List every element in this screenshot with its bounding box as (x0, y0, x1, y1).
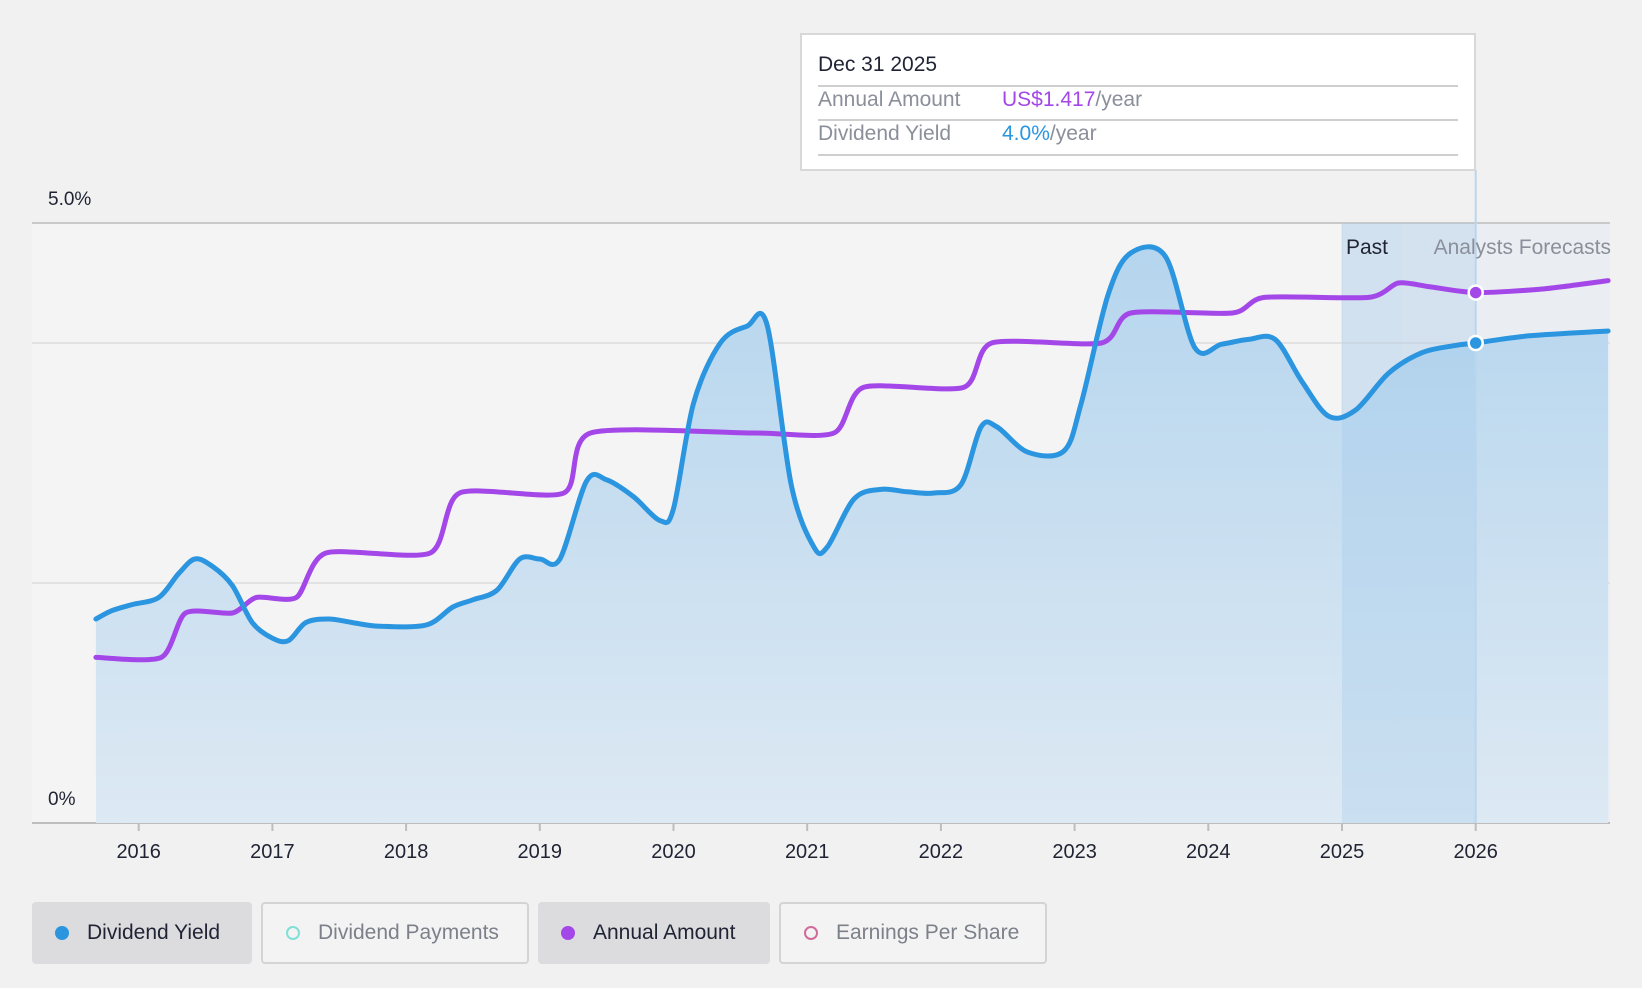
x-tick-label: 2020 (651, 841, 696, 863)
tooltip-dividend-yield-value-wrap: 4.0%/year (1002, 122, 1097, 146)
tooltip-divider (818, 85, 1458, 87)
dividend-chart: 5.0% 0% Past Analysts Forecasts 2016 2017… (32, 170, 1611, 863)
tooltip-annual-amount-unit: /year (1095, 88, 1143, 111)
legend-earnings-per-share-label: Earnings Per Share (836, 921, 1020, 944)
tooltip-annual-amount-value: US$1.417 (1002, 88, 1096, 111)
dividend-yield-marker (1467, 334, 1484, 352)
highlight-band (1342, 223, 1476, 823)
legend-dividend-yield-button[interactable]: Dividend Yield (32, 902, 252, 964)
legend-annual-amount-label: Annual Amount (593, 921, 736, 944)
legend-dividend-yield-label: Dividend Yield (87, 921, 221, 944)
tooltip-divider (818, 154, 1458, 156)
tooltip: Dec 31 2025 Annual Amount US$1.417/year … (800, 33, 1476, 171)
y-tick-label-bottom: 0% (48, 789, 76, 810)
x-tick-label: 2025 (1320, 841, 1365, 863)
x-tick-label: 2018 (384, 841, 429, 863)
tooltip-dividend-yield-value: 4.0% (1002, 122, 1050, 145)
annual-amount-line (93, 278, 1611, 663)
x-tick-label: 2021 (785, 841, 830, 863)
tooltip-dividend-yield-row: Dividend Yield 4.0%/year (818, 122, 1458, 152)
legend-annual-amount-button[interactable]: Annual Amount (538, 902, 770, 964)
legend-dividend-payments-label: Dividend Payments (318, 921, 499, 944)
legend-earnings-per-share-button[interactable]: Earnings Per Share (779, 902, 1047, 964)
x-tick-label: 2023 (1052, 841, 1097, 863)
tooltip-annual-amount-row: Annual Amount US$1.417/year (818, 88, 1458, 118)
tooltip-date: Dec 31 2025 (818, 53, 938, 76)
earnings-per-share-hollow-dot-icon (804, 926, 818, 940)
x-tick-label: 2022 (919, 841, 964, 863)
legend-dividend-payments-button[interactable]: Dividend Payments (261, 902, 529, 964)
tooltip-dividend-yield-unit: /year (1049, 122, 1097, 145)
y-tick-label-top: 5.0% (48, 189, 91, 210)
dividend-yield-area (95, 246, 1609, 824)
tooltip-annual-amount-label: Annual Amount (818, 88, 961, 111)
dividend-payments-hollow-dot-icon (286, 926, 300, 940)
tooltip-annual-amount-value-wrap: US$1.417/year (1002, 88, 1142, 112)
dividend-yield-line (93, 244, 1611, 645)
x-tick-label: 2024 (1186, 841, 1231, 863)
x-tick-label: 2017 (250, 841, 295, 863)
chart-svg: 5.0% 0% Past Analysts Forecasts 2016 2017… (32, 170, 1611, 863)
x-tick-label: 2019 (518, 841, 563, 863)
past-region-label: Past (1346, 236, 1388, 259)
dividend-yield-dot-icon (55, 926, 69, 940)
x-tick-label: 2016 (116, 841, 161, 863)
x-tick-label: 2026 (1453, 841, 1498, 863)
forecast-region-label: Analysts Forecasts (1434, 236, 1611, 259)
tooltip-divider (818, 119, 1458, 121)
annual-amount-dot-icon (561, 926, 575, 940)
annual-amount-marker (1467, 284, 1484, 301)
tooltip-dividend-yield-label: Dividend Yield (818, 122, 952, 145)
